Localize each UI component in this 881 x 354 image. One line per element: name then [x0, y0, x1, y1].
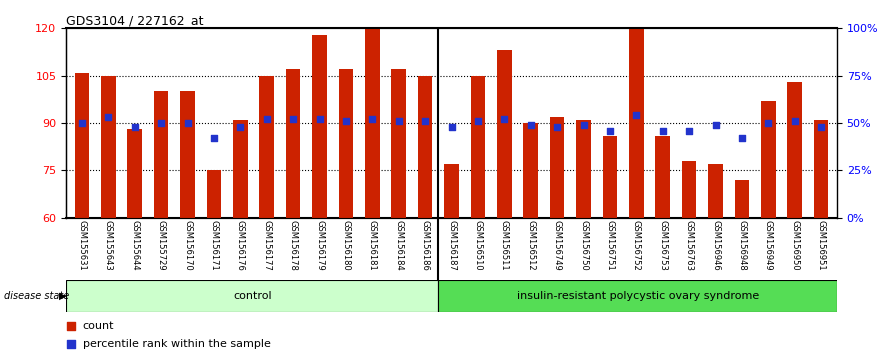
Text: GSM156752: GSM156752	[632, 219, 640, 270]
Bar	[154, 91, 168, 218]
Text: GSM156170: GSM156170	[183, 219, 192, 270]
Bar	[418, 76, 433, 218]
Point	[708, 122, 722, 128]
Bar	[181, 91, 195, 218]
Text: GSM155643: GSM155643	[104, 219, 113, 270]
Point	[603, 128, 617, 133]
Text: GSM156181: GSM156181	[367, 219, 377, 270]
Bar	[365, 28, 380, 218]
Text: GSM155644: GSM155644	[130, 219, 139, 270]
Text: insulin-resistant polycystic ovary syndrome: insulin-resistant polycystic ovary syndr…	[516, 291, 759, 301]
Text: GSM156512: GSM156512	[526, 219, 536, 270]
Text: GSM156178: GSM156178	[289, 219, 298, 270]
Bar	[576, 120, 591, 218]
Text: GSM156753: GSM156753	[658, 219, 667, 270]
Bar	[814, 120, 828, 218]
Bar	[66, 280, 439, 312]
Bar	[439, 280, 837, 312]
Point	[497, 116, 511, 122]
Bar	[444, 164, 459, 218]
Point	[761, 120, 775, 126]
Text: GSM156948: GSM156948	[737, 219, 746, 270]
Point	[75, 120, 89, 126]
Point	[328, 243, 342, 249]
Text: GSM156763: GSM156763	[685, 219, 693, 270]
Bar	[75, 73, 89, 218]
Bar	[470, 76, 485, 218]
Point	[366, 116, 380, 122]
Text: ▶: ▶	[59, 291, 67, 301]
Point	[233, 124, 248, 130]
Text: disease state: disease state	[4, 291, 69, 301]
Text: GSM156750: GSM156750	[579, 219, 588, 270]
Text: GSM156184: GSM156184	[394, 219, 403, 270]
Point	[181, 120, 195, 126]
Bar	[259, 76, 274, 218]
Point	[523, 122, 537, 128]
Point	[392, 118, 406, 124]
Point	[682, 128, 696, 133]
Text: GSM156946: GSM156946	[711, 219, 720, 270]
Text: GSM156179: GSM156179	[315, 219, 324, 270]
Point	[339, 118, 353, 124]
Point	[154, 120, 168, 126]
Point	[444, 124, 458, 130]
Bar	[629, 28, 644, 218]
Text: GSM155631: GSM155631	[78, 219, 86, 270]
Text: GSM156751: GSM156751	[605, 219, 614, 270]
Text: control: control	[233, 291, 271, 301]
Text: GSM156176: GSM156176	[236, 219, 245, 270]
Point	[101, 114, 115, 120]
Bar	[550, 117, 565, 218]
Text: GSM156950: GSM156950	[790, 219, 799, 270]
Bar	[761, 101, 775, 218]
Bar	[497, 50, 512, 218]
Point	[260, 116, 274, 122]
Point	[128, 124, 142, 130]
Text: GSM156171: GSM156171	[210, 219, 218, 270]
Bar	[233, 120, 248, 218]
Bar	[391, 69, 406, 218]
Point	[629, 113, 643, 118]
Text: count: count	[83, 321, 115, 331]
Bar	[128, 129, 142, 218]
Point	[655, 128, 670, 133]
Bar	[285, 69, 300, 218]
Bar	[788, 82, 802, 218]
Point	[470, 118, 485, 124]
Point	[207, 135, 221, 141]
Text: GSM155729: GSM155729	[157, 219, 166, 270]
Point	[418, 118, 433, 124]
Bar	[312, 35, 327, 218]
Bar	[603, 136, 618, 218]
Bar	[101, 76, 115, 218]
Point	[814, 124, 828, 130]
Text: GSM156187: GSM156187	[447, 219, 456, 270]
Bar	[523, 123, 538, 218]
Text: GDS3104 / 227162_at: GDS3104 / 227162_at	[66, 14, 204, 27]
Bar	[682, 161, 696, 218]
Point	[313, 116, 327, 122]
Text: GSM156186: GSM156186	[420, 219, 430, 270]
Point	[550, 124, 564, 130]
Text: GSM156511: GSM156511	[500, 219, 509, 270]
Text: GSM156949: GSM156949	[764, 219, 773, 270]
Text: GSM156180: GSM156180	[342, 219, 351, 270]
Bar	[207, 170, 221, 218]
Point	[576, 122, 590, 128]
Point	[788, 118, 802, 124]
Bar	[338, 69, 353, 218]
Bar	[655, 136, 670, 218]
Text: GSM156510: GSM156510	[473, 219, 483, 270]
Text: GSM156951: GSM156951	[817, 219, 825, 270]
Bar	[735, 180, 749, 218]
Bar	[708, 164, 722, 218]
Point	[328, 77, 342, 82]
Text: percentile rank within the sample: percentile rank within the sample	[83, 339, 270, 349]
Point	[735, 135, 749, 141]
Text: GSM156177: GSM156177	[263, 219, 271, 270]
Text: GSM156749: GSM156749	[552, 219, 561, 270]
Point	[286, 116, 300, 122]
